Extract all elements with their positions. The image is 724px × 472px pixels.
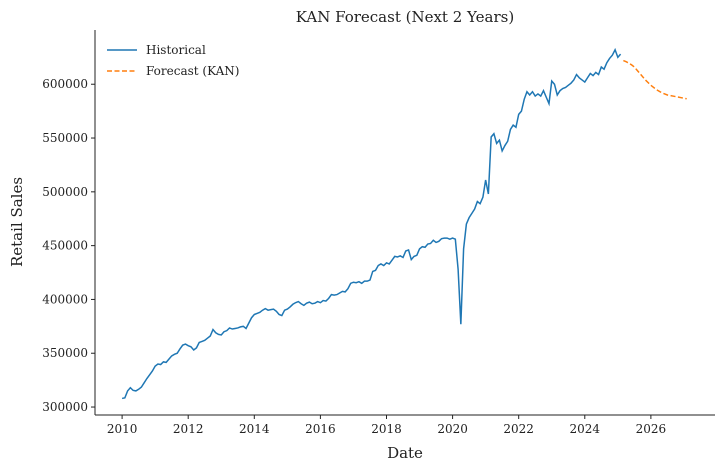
x-tick-label: 2024 (570, 422, 601, 436)
x-tick-label: 2016 (305, 422, 336, 436)
y-tick-label: 450000 (42, 239, 88, 253)
y-tick-label: 550000 (42, 131, 88, 145)
x-tick-label: 2014 (239, 422, 270, 436)
x-axis-label: Date (387, 444, 423, 462)
x-tick-label: 2026 (636, 422, 667, 436)
x-tick-label: 2022 (503, 422, 534, 436)
y-tick-label: 400000 (42, 292, 88, 306)
x-tick-label: 2018 (371, 422, 402, 436)
y-axis-label: Retail Sales (8, 177, 26, 267)
y-tick-label: 300000 (42, 400, 88, 414)
y-tick-label: 600000 (42, 77, 88, 91)
series-line (121, 47, 622, 400)
x-tick-label: 2012 (173, 422, 204, 436)
legend-label: Forecast (KAN) (146, 64, 239, 78)
series-line (623, 59, 687, 100)
x-tick-label: 2010 (107, 422, 138, 436)
legend-label: Historical (146, 43, 206, 57)
y-tick-label: 500000 (42, 185, 88, 199)
y-tick-label: 350000 (42, 346, 88, 360)
chart-title: KAN Forecast (Next 2 Years) (296, 8, 514, 26)
x-tick-label: 2020 (437, 422, 468, 436)
